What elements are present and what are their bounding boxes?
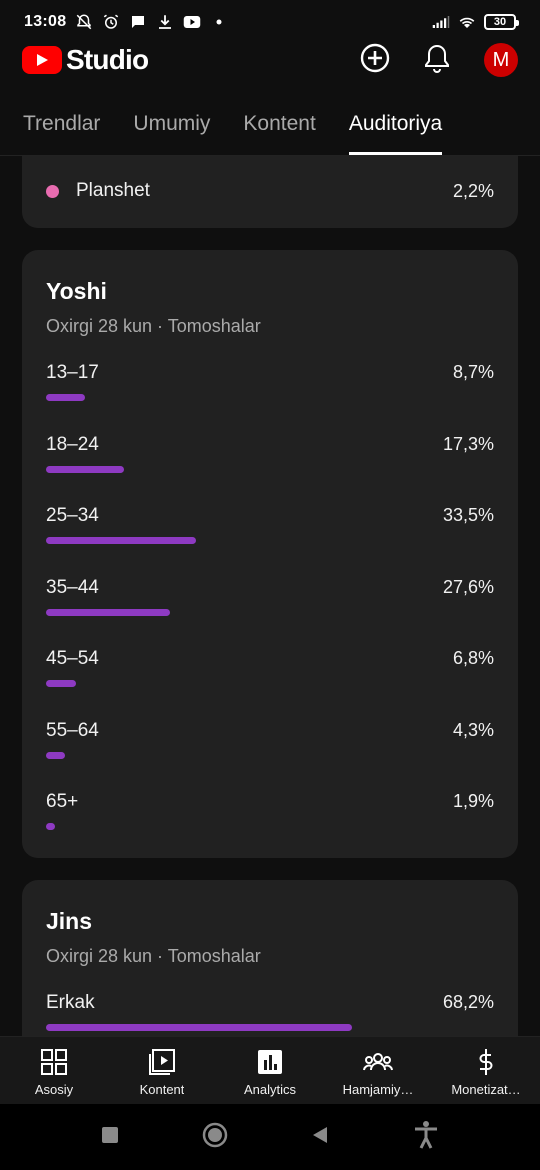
tab-auditoriya[interactable]: Auditoriya bbox=[348, 92, 443, 155]
wifi-icon bbox=[458, 13, 476, 31]
age-card: Yoshi Oxirgi 28 kun · Tomoshalar 13–17 8,… bbox=[22, 250, 518, 858]
legend-dot bbox=[46, 184, 59, 198]
bottom-navigation: Asosiy Kontent Analytics Hamjamiy… Monet… bbox=[0, 1036, 540, 1104]
content-icon bbox=[149, 1049, 175, 1075]
stat-bar bbox=[46, 537, 196, 544]
stat-bar bbox=[46, 823, 55, 830]
gender-card-subtitle: Oxirgi 28 kun · Tomoshalar bbox=[46, 946, 261, 966]
tab-trendlar[interactable]: Trendlar bbox=[23, 112, 101, 135]
create-button[interactable] bbox=[360, 43, 390, 78]
device-value: 2,2% bbox=[452, 180, 494, 201]
accessibility-button[interactable] bbox=[413, 1120, 439, 1155]
chat-icon bbox=[129, 13, 147, 31]
analytics-icon bbox=[258, 1050, 282, 1074]
stat-value: 1,9% bbox=[452, 791, 494, 811]
home-circle-icon bbox=[202, 1122, 227, 1147]
age-card-subtitle: Oxirgi 28 kun · Tomoshalar bbox=[46, 316, 261, 336]
add-circle-icon bbox=[360, 43, 390, 72]
stat-label: 25–34 bbox=[46, 505, 99, 526]
youtube-logo-icon bbox=[22, 46, 62, 74]
nav-community[interactable]: Hamjamiy… bbox=[324, 1037, 432, 1104]
stat-value: 68,2% bbox=[442, 992, 494, 1012]
nav-asosiy[interactable]: Asosiy bbox=[0, 1037, 108, 1104]
bell-icon bbox=[425, 44, 449, 73]
app-header: Studio M bbox=[0, 36, 540, 84]
nav-monetization[interactable]: Monetizat… bbox=[432, 1037, 540, 1104]
system-navigation bbox=[0, 1104, 540, 1170]
stat-label: 55–64 bbox=[46, 719, 99, 741]
stat-value: 17,3% bbox=[442, 433, 494, 454]
nav-label: Monetizat… bbox=[451, 1082, 521, 1097]
more-dot-icon bbox=[210, 13, 228, 31]
account-avatar[interactable]: M bbox=[484, 43, 518, 77]
stat-bar bbox=[46, 465, 124, 473]
device-type-card: Planshet 2,2% bbox=[22, 156, 518, 228]
battery-indicator: 30 bbox=[484, 14, 519, 30]
notifications-button[interactable] bbox=[424, 43, 450, 78]
community-icon bbox=[363, 1053, 393, 1071]
stat-row: 18–24 17,3% bbox=[46, 434, 494, 484]
alarm-icon bbox=[102, 13, 120, 31]
status-time: 13:08 bbox=[24, 13, 67, 30]
dashboard-icon bbox=[41, 1049, 67, 1075]
accessibility-icon bbox=[414, 1120, 437, 1149]
nav-label: Kontent bbox=[139, 1082, 185, 1097]
nav-label: Asosiy bbox=[34, 1082, 74, 1097]
stat-bar bbox=[46, 751, 65, 759]
stat-value: 33,5% bbox=[442, 505, 494, 525]
recents-button[interactable] bbox=[101, 1126, 119, 1149]
nav-label: Hamjamiy… bbox=[342, 1082, 414, 1097]
logo-text: Studio bbox=[66, 44, 149, 75]
signal-icon bbox=[432, 13, 450, 31]
back-triangle-icon bbox=[313, 1126, 328, 1143]
stat-row: 65+ 1,9% bbox=[46, 791, 494, 841]
status-bar: 13:08 30 bbox=[0, 0, 540, 44]
mute-icon bbox=[75, 13, 93, 31]
nav-analytics[interactable]: Analytics bbox=[216, 1037, 324, 1104]
stat-value: 4,3% bbox=[452, 719, 494, 740]
tab-umumiy[interactable]: Umumiy bbox=[133, 112, 211, 135]
stat-value: 6,8% bbox=[452, 648, 494, 668]
scroll-content[interactable]: Planshet 2,2% Yoshi Oxirgi 28 kun · Tomo… bbox=[0, 156, 540, 1036]
stat-value: 27,6% bbox=[442, 576, 494, 597]
gender-card-title: Jins bbox=[46, 908, 93, 934]
youtube-notification-icon bbox=[183, 13, 201, 31]
stat-row: 25–34 33,5% bbox=[46, 505, 494, 555]
gender-card: Jins Oxirgi 28 kun · Tomoshalar Erkak 68,… bbox=[22, 880, 518, 1036]
stat-row: 35–44 27,6% bbox=[46, 577, 494, 627]
monetization-icon bbox=[479, 1049, 493, 1075]
age-card-title: Yoshi bbox=[46, 278, 107, 304]
square-icon bbox=[102, 1126, 119, 1143]
download-icon bbox=[156, 13, 174, 31]
stat-label: 65+ bbox=[46, 791, 79, 812]
stat-label: 18–24 bbox=[46, 433, 99, 455]
stat-label: 35–44 bbox=[46, 576, 99, 598]
device-row-tablet: Planshet 2,2% bbox=[46, 180, 494, 202]
stat-row: Erkak 68,2% bbox=[46, 992, 494, 1036]
stat-row: 55–64 4,3% bbox=[46, 720, 494, 770]
stat-bar bbox=[46, 1024, 352, 1031]
stat-row: 45–54 6,8% bbox=[46, 648, 494, 698]
nav-label: Analytics bbox=[243, 1082, 297, 1097]
stat-row: 13–17 8,7% bbox=[46, 362, 494, 412]
stat-label: 13–17 bbox=[46, 362, 99, 383]
stat-bar bbox=[46, 394, 85, 401]
stat-bar bbox=[46, 608, 170, 616]
home-button[interactable] bbox=[202, 1122, 228, 1153]
stat-bar bbox=[46, 680, 76, 687]
analytics-tabs: Trendlar Umumiy Kontent Auditoriya bbox=[0, 92, 540, 156]
stat-value: 8,7% bbox=[452, 362, 494, 382]
stat-label: Erkak bbox=[46, 992, 95, 1013]
stat-label: 45–54 bbox=[46, 648, 99, 669]
tab-kontent[interactable]: Kontent bbox=[243, 112, 316, 135]
back-button[interactable] bbox=[310, 1125, 330, 1150]
nav-kontent[interactable]: Kontent bbox=[108, 1037, 216, 1104]
studio-logo[interactable]: Studio bbox=[22, 44, 149, 76]
device-label: Planshet bbox=[76, 180, 150, 201]
